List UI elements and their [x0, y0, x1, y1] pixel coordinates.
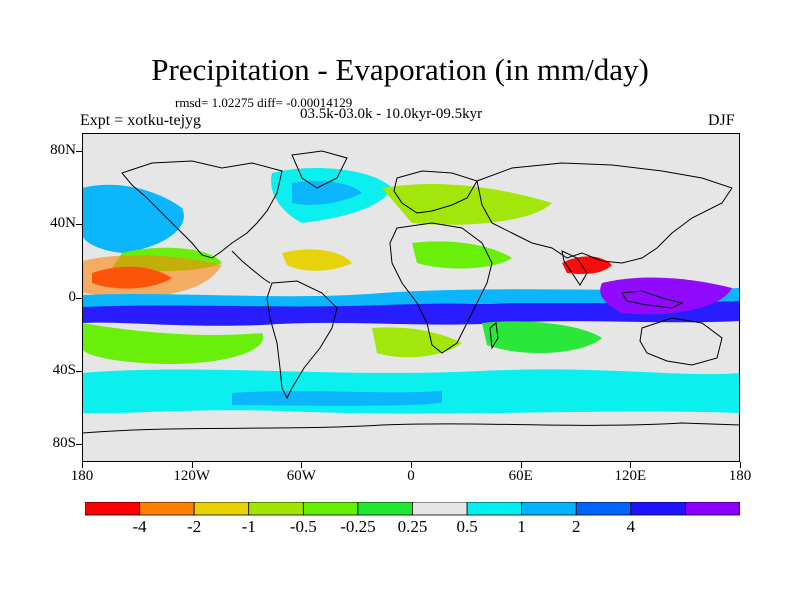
colorbar-label: -0.25 [340, 517, 376, 536]
coast-africa [389, 222, 493, 354]
coast-antarctica [82, 422, 740, 434]
field-layer [82, 168, 740, 414]
y-tick-mark [76, 370, 82, 372]
field-itcz-cyan [82, 288, 740, 307]
x-tick-mark [191, 462, 193, 468]
field-southern-ocean-blue [232, 391, 442, 406]
coast-south-america [266, 280, 338, 400]
field-south-asia-red [562, 256, 612, 275]
coast-indonesia [621, 290, 684, 309]
colorbar-cell [357, 502, 413, 516]
colorbar [85, 502, 740, 516]
colorbar-cell [248, 502, 304, 516]
colorbar-cell [193, 502, 250, 516]
x-tick-mark [520, 462, 522, 468]
x-tick-label: 180 [728, 468, 752, 484]
colorbar-label: -0.5 [289, 517, 317, 536]
page-title: Precipitation - Evaporation (in mm/day) [151, 52, 649, 87]
colorbar-cell [139, 502, 195, 516]
y-tick-mark [76, 443, 82, 445]
coast-madagascar [489, 322, 499, 350]
field-north-pacific [82, 184, 184, 253]
colorbar-cell [302, 502, 359, 516]
precip-evap-map [82, 133, 740, 462]
colorbar-label: 2 [572, 517, 581, 536]
y-tick-label: 40S [52, 361, 76, 378]
x-tick-label: 60W [286, 468, 316, 484]
colorbar-cell [685, 502, 740, 516]
field-north-africa-green [412, 241, 512, 269]
field-south-atlantic-green [372, 327, 462, 358]
y-tick-label: 0 [68, 288, 77, 305]
colorbar-label: -1 [241, 517, 256, 536]
field-north-atlantic-blue [292, 181, 362, 205]
field-indian-green [482, 321, 602, 354]
map-border [82, 133, 740, 462]
x-tick-mark [301, 462, 303, 468]
coast-australia [639, 317, 723, 366]
x-tick-label: 60E [508, 468, 533, 484]
coast-north-america [121, 160, 283, 259]
y-tick-label: 40N [50, 215, 76, 232]
coastlines [82, 150, 740, 434]
x-tick-label: 180 [70, 468, 94, 484]
colorbar-label: -2 [187, 517, 202, 536]
coast-central-america [231, 250, 271, 284]
x-tick-mark [740, 462, 741, 468]
field-maritime-continent [600, 277, 732, 315]
y-tick-mark [76, 151, 82, 153]
y-tick-mark [76, 297, 82, 299]
coast-greenland [291, 150, 348, 189]
x-tick-mark [630, 462, 632, 468]
period-label: 03.5k-03.0k - 10.0kyr-09.5kyr [300, 106, 483, 122]
season-label: DJF [708, 112, 735, 129]
colorbar-cell [85, 502, 140, 516]
x-tick-label: 120W [173, 468, 210, 484]
x-tick-label: 120E [614, 468, 647, 484]
colorbar-label: -4 [132, 517, 147, 536]
coast-asia [476, 162, 733, 264]
coast-europe [393, 170, 478, 214]
experiment-label: Expt = xotku-tejyg [80, 112, 202, 129]
field-southern-ocean [82, 369, 740, 414]
x-tick-mark [411, 462, 412, 468]
colorbar-cell [575, 502, 632, 516]
colorbar-cell [521, 502, 577, 516]
colorbar-cell [466, 502, 523, 516]
x-tick-label: 0 [407, 468, 415, 484]
x-tick-mark [82, 462, 83, 468]
field-south-pacific-green [82, 323, 264, 364]
colorbar-label: 0.5 [456, 517, 478, 536]
y-tick-mark [76, 224, 82, 226]
y-tick-label: 80S [52, 434, 76, 451]
colorbar-label: 1 [517, 517, 526, 536]
y-tick-label: 80N [50, 142, 76, 159]
stats-text: rmsd= 1.02275 diff= -0.00014129 [175, 95, 353, 110]
field-eurasia-green [382, 183, 552, 225]
colorbar-cell [412, 502, 468, 516]
field-central-pacific-orange [82, 255, 222, 297]
colorbar-label: 4 [626, 517, 636, 536]
field-itcz [82, 297, 740, 326]
colorbar-label: 0.25 [397, 517, 428, 536]
colorbar-cell [630, 502, 686, 516]
coast-india [561, 250, 588, 286]
field-east-pacific-yellow [282, 249, 352, 271]
